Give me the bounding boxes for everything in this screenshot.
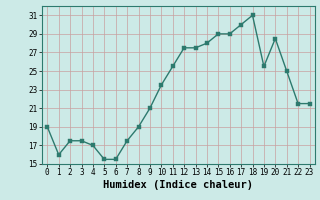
X-axis label: Humidex (Indice chaleur): Humidex (Indice chaleur) — [103, 180, 253, 190]
